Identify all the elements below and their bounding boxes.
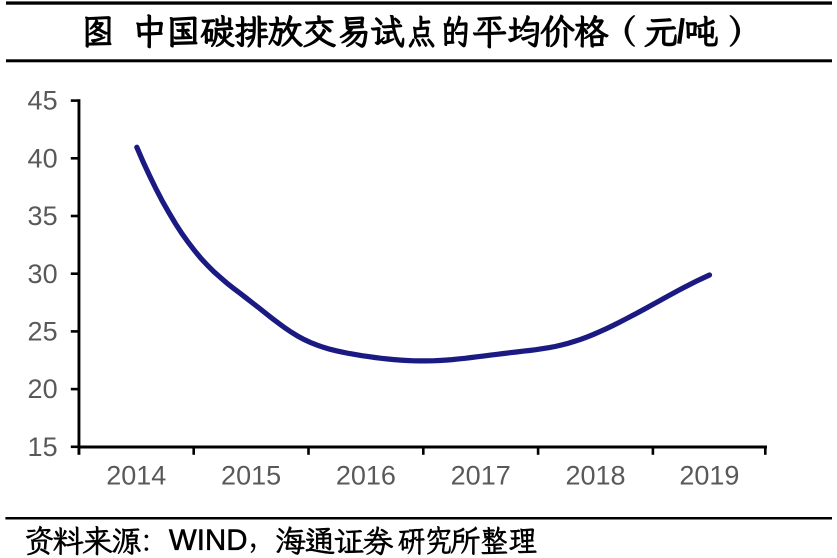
svg-text:2018: 2018 — [565, 461, 625, 491]
svg-text:45: 45 — [28, 86, 58, 116]
svg-text:25: 25 — [28, 317, 58, 347]
svg-text:15: 15 — [28, 432, 58, 462]
svg-text:35: 35 — [28, 201, 58, 231]
svg-text:2014: 2014 — [106, 461, 166, 491]
svg-text:2019: 2019 — [679, 461, 739, 491]
svg-text:2017: 2017 — [451, 461, 511, 491]
svg-text:2016: 2016 — [336, 461, 396, 491]
svg-text:30: 30 — [28, 259, 58, 289]
svg-text:40: 40 — [28, 143, 58, 173]
svg-text:2015: 2015 — [221, 461, 281, 491]
svg-text:20: 20 — [28, 374, 58, 404]
